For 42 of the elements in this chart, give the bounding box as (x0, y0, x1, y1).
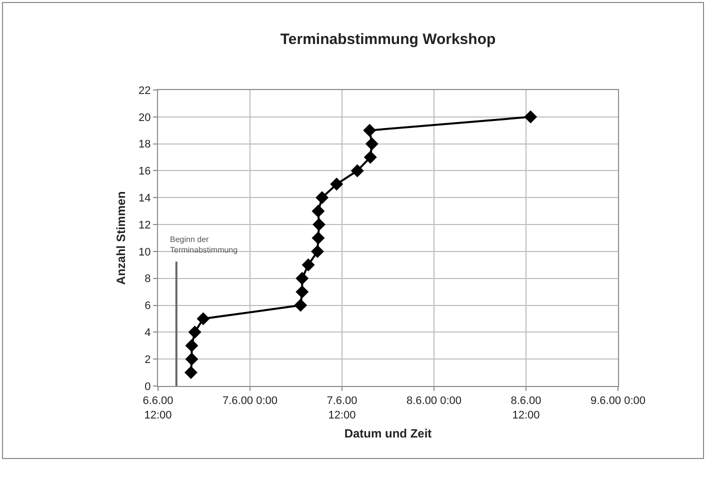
point (330, 178, 344, 191)
point (312, 204, 325, 218)
y-tick-label: 18 (138, 138, 151, 151)
y-tick-label: 4 (144, 327, 151, 340)
point (294, 298, 308, 312)
x-tick-label: 7.6.00 0:00 (222, 395, 278, 408)
y-tick-label: 8 (144, 273, 151, 286)
y-tick-label: 20 (138, 112, 151, 124)
x-tick-label: 9.6.00 0:00 (590, 395, 646, 408)
point (316, 191, 329, 204)
ref-line-label: Beginn der Terminabstimmung (170, 235, 238, 254)
point (185, 339, 198, 352)
y-tick-label: 16 (138, 166, 151, 178)
point (312, 218, 326, 232)
point (188, 326, 202, 339)
point (310, 244, 324, 258)
x-tick-label: 6.6.00 12:00 (142, 395, 174, 422)
y-tick-label: 14 (138, 192, 151, 204)
y-tick-label: 12 (138, 219, 151, 232)
point (312, 232, 325, 244)
point (364, 150, 377, 164)
x-tick-label: 8.6.00 0:00 (406, 395, 462, 408)
point (524, 110, 538, 124)
point (296, 272, 309, 285)
point (196, 312, 210, 326)
y-axis-title: Anzahl Stimmen (114, 191, 128, 285)
point (302, 258, 315, 272)
point (185, 352, 198, 366)
y-tick-label: 6 (144, 300, 151, 312)
y-tick-label: 0 (144, 380, 151, 393)
point (365, 137, 378, 150)
point (350, 164, 364, 178)
point (363, 124, 376, 137)
x-tick-label: 7.6.00 12:00 (326, 395, 358, 422)
x-tick-label: 8.6.00 12:00 (510, 395, 542, 422)
point (296, 285, 309, 298)
chart-title: Terminabstimmung Workshop (280, 31, 496, 48)
x-axis-title: Datum und Zeit (344, 426, 432, 440)
y-tick-label: 2 (144, 354, 151, 366)
y-tick-label: 10 (138, 246, 151, 258)
point (184, 366, 198, 380)
y-tick-label: 22 (138, 84, 151, 97)
